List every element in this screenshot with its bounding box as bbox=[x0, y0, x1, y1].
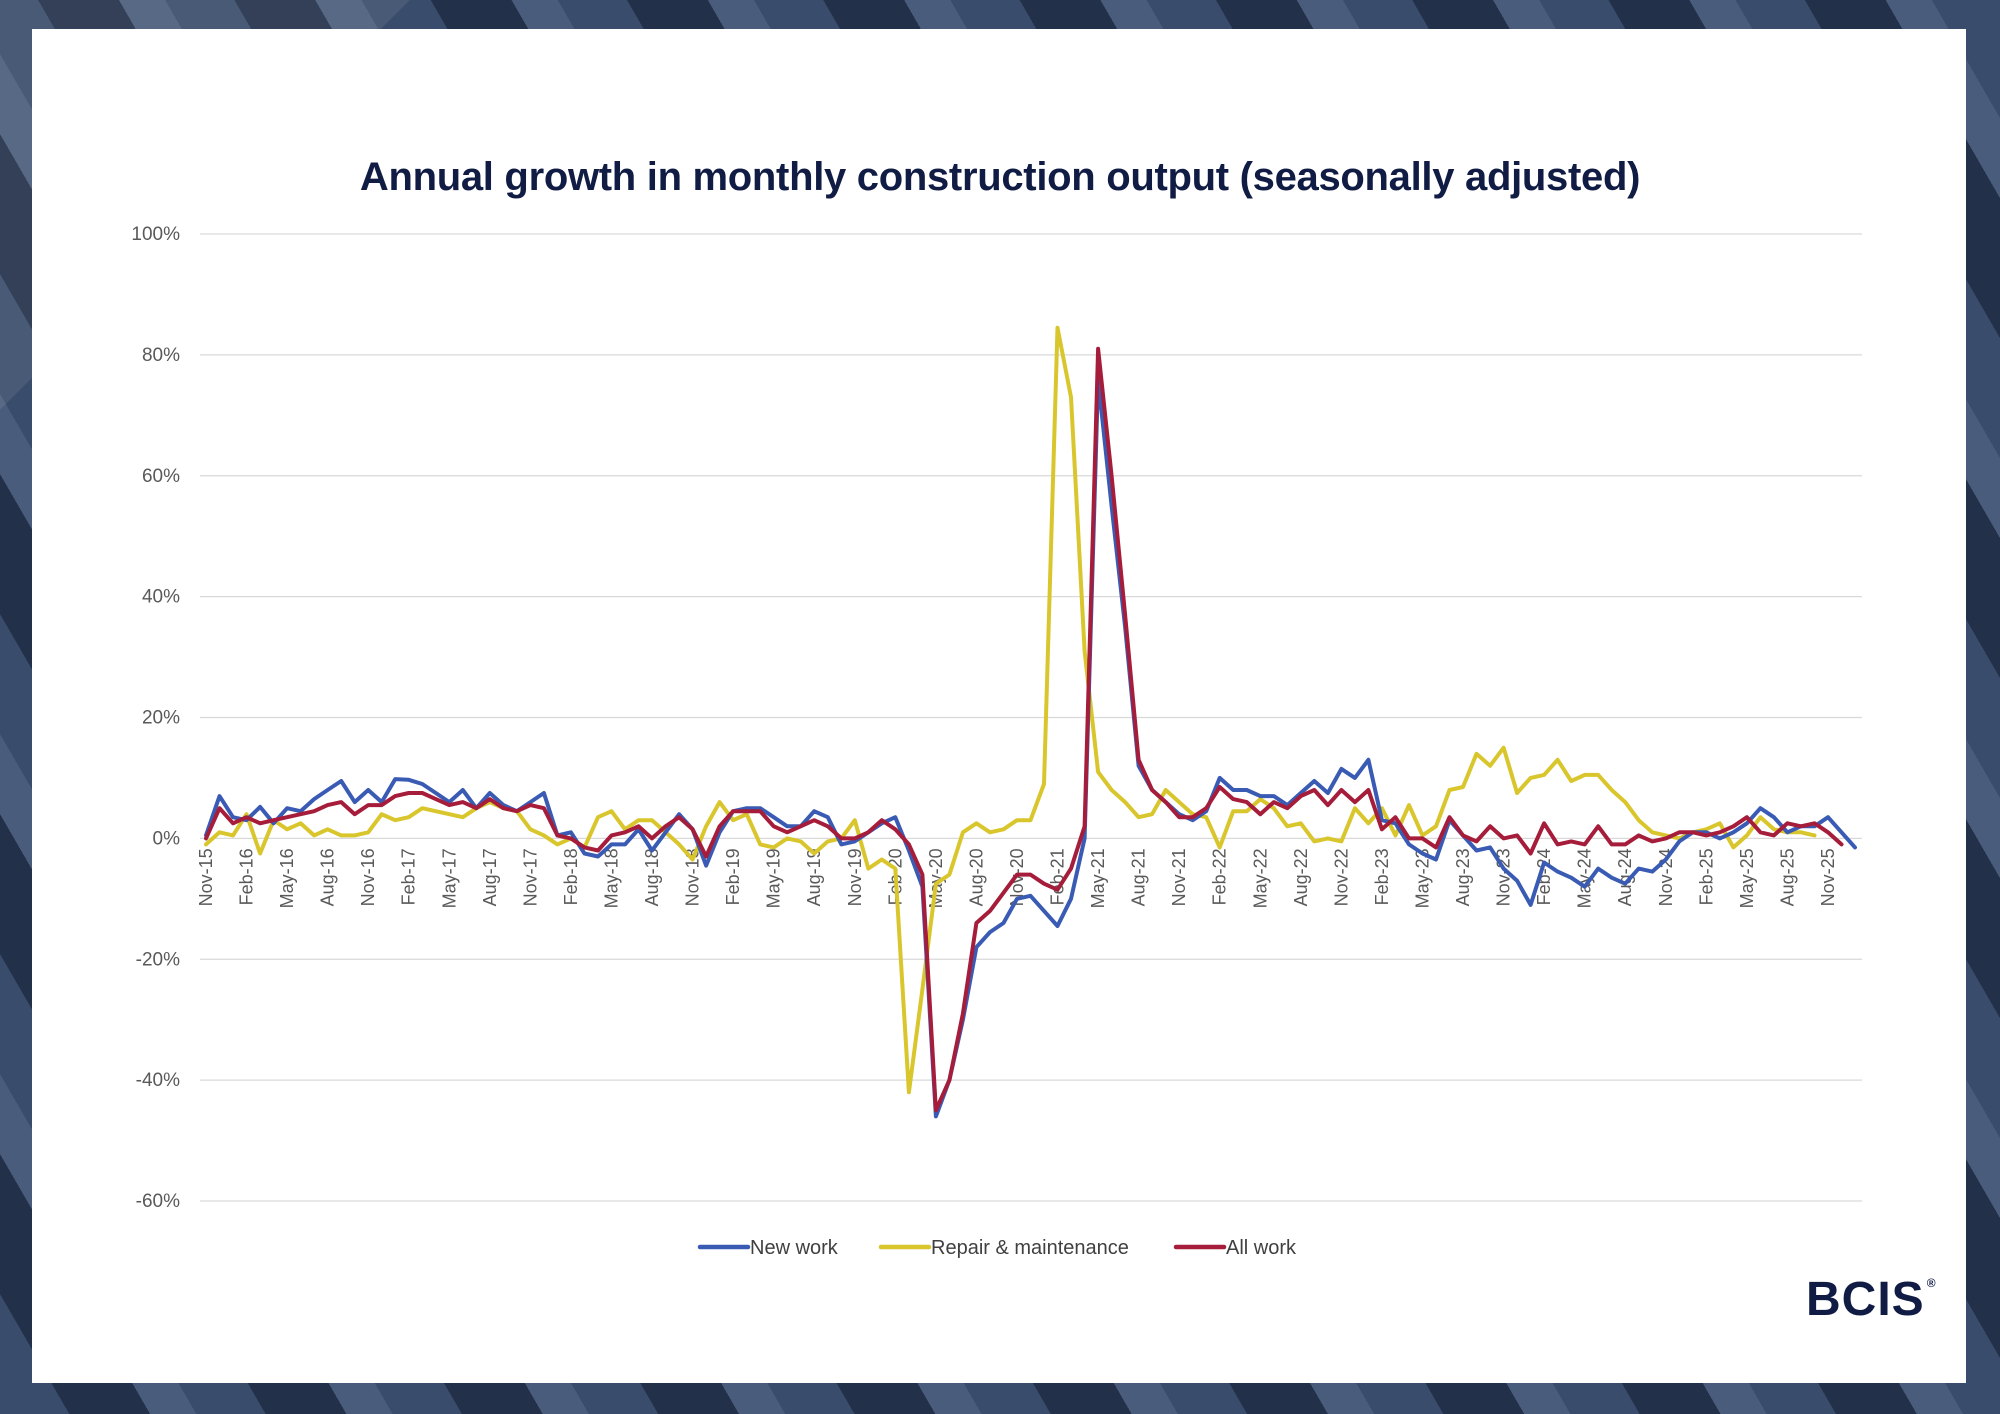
x-tick-label: Aug-23 bbox=[1453, 848, 1473, 906]
x-tick-label: Aug-20 bbox=[966, 848, 986, 906]
x-tick-label: Feb-17 bbox=[399, 848, 419, 905]
y-tick-label: 0% bbox=[153, 828, 181, 849]
legend-label: All work bbox=[1226, 1237, 1297, 1259]
x-tick-label: Aug-18 bbox=[642, 848, 662, 906]
x-tick-label: Nov-19 bbox=[845, 848, 865, 906]
x-tick-label: May-23 bbox=[1412, 848, 1432, 908]
chart-panel bbox=[32, 29, 1966, 1383]
x-tick-label: Feb-24 bbox=[1534, 848, 1554, 905]
series-lines bbox=[204, 325, 1857, 1119]
x-tick-label: May-20 bbox=[926, 848, 946, 908]
y-tick-label: 100% bbox=[131, 224, 180, 245]
x-tick-label: May-19 bbox=[764, 848, 784, 908]
y-tick-label: 20% bbox=[142, 708, 180, 729]
x-tick-label: Aug-22 bbox=[1291, 848, 1311, 906]
x-tick-label: May-25 bbox=[1737, 848, 1757, 908]
x-tick-label: Feb-23 bbox=[1372, 848, 1392, 905]
x-tick-label: May-24 bbox=[1575, 848, 1595, 908]
x-tick-label: May-22 bbox=[1250, 848, 1270, 908]
x-tick-label: Aug-19 bbox=[804, 848, 824, 906]
legend: New work Repair & maintenance All work bbox=[697, 1237, 1297, 1259]
x-tick-label: May-18 bbox=[601, 848, 621, 908]
y-tick-label: 60% bbox=[142, 466, 180, 487]
x-tick-label: Nov-15 bbox=[196, 848, 216, 906]
y-tick-label: 80% bbox=[142, 345, 180, 366]
x-tick-label: Aug-16 bbox=[318, 848, 338, 906]
x-tick-label: Aug-24 bbox=[1615, 848, 1635, 906]
series-line-all-work bbox=[204, 346, 1844, 1113]
series-line-new-work bbox=[204, 377, 1857, 1119]
x-tick-label: Nov-16 bbox=[358, 848, 378, 906]
x-tick-label: Feb-21 bbox=[1048, 848, 1068, 905]
bcis-logo: BCIS ® bbox=[1806, 1272, 1937, 1327]
x-tick-label: Nov-21 bbox=[1169, 848, 1189, 906]
x-tick-label: Feb-18 bbox=[561, 848, 581, 905]
y-tick-label: -60% bbox=[136, 1191, 180, 1212]
logo-text: BCIS bbox=[1806, 1273, 1925, 1326]
registered-mark: ® bbox=[1926, 1276, 1937, 1290]
x-tick-label: Nov-17 bbox=[520, 848, 540, 906]
legend-label: New work bbox=[750, 1237, 839, 1259]
x-tick-label: Nov-22 bbox=[1331, 848, 1351, 906]
y-tick-label: 40% bbox=[142, 587, 180, 608]
x-axis-tick-labels: Nov-15 Feb-16 May-16 Aug-16 Nov-16 Feb-17 May-… bbox=[196, 848, 1838, 908]
y-axis-tick-labels: 100% 80% 60% 40% 20% 0% -20% -40% -60% bbox=[131, 224, 180, 1212]
x-tick-label: Nov-18 bbox=[683, 848, 703, 906]
series-line-repair-maintenance bbox=[204, 325, 1817, 1095]
legend-label: Repair & maintenance bbox=[931, 1237, 1129, 1259]
x-tick-label: May-16 bbox=[277, 848, 297, 908]
chart-title: Annual growth in monthly construction ou… bbox=[359, 155, 1641, 199]
y-tick-label: -40% bbox=[136, 1070, 180, 1091]
x-tick-label: May-21 bbox=[1088, 848, 1108, 908]
y-tick-label: -20% bbox=[136, 949, 180, 970]
x-tick-label: Feb-16 bbox=[237, 848, 257, 905]
gridlines bbox=[200, 233, 1862, 1202]
x-tick-label: Feb-25 bbox=[1696, 848, 1716, 905]
x-tick-label: May-17 bbox=[439, 848, 459, 908]
x-tick-label: Aug-21 bbox=[1129, 848, 1149, 906]
x-tick-label: Aug-25 bbox=[1777, 848, 1797, 906]
x-tick-label: Aug-17 bbox=[480, 848, 500, 906]
x-tick-label: Feb-19 bbox=[723, 848, 743, 905]
x-tick-label: Nov-25 bbox=[1818, 848, 1838, 906]
x-tick-label: Feb-22 bbox=[1210, 848, 1230, 905]
